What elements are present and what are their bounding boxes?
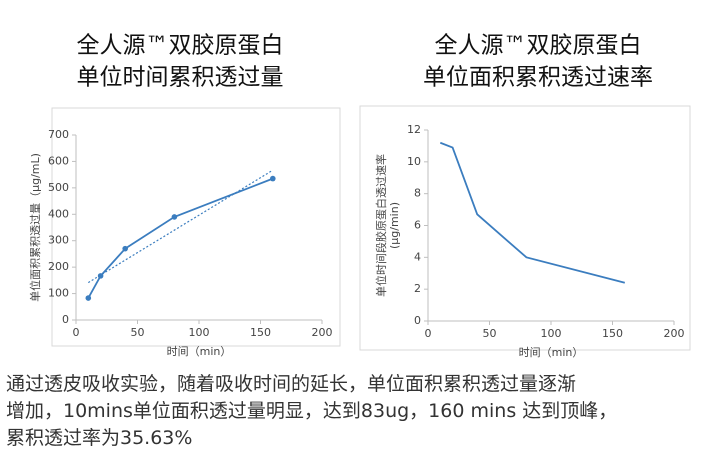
- y-axis-label: 单位时间段胶原蛋白透过速率: [374, 154, 388, 297]
- x-tick-label: 100: [189, 326, 210, 339]
- data-point: [171, 214, 178, 220]
- x-tick-label: 0: [425, 327, 432, 340]
- y-tick-label: 700: [48, 128, 69, 141]
- data-point: [97, 273, 104, 279]
- y-tick-label: 8: [414, 187, 421, 200]
- y-tick-label: 500: [48, 181, 69, 194]
- caption-line: 通过透皮吸收实验，随着吸收时间的延长，单位面积累积透过量逐渐: [6, 373, 576, 395]
- data-point: [270, 175, 276, 182]
- y-tick-label: 12: [407, 123, 421, 136]
- y-tick-label: 2: [414, 282, 421, 295]
- x-axis-label: 时间（min）: [519, 346, 584, 359]
- chart-title: 单位面积累积透过速率: [423, 65, 653, 91]
- chart-title: 全人源™双胶原蛋白: [77, 33, 284, 59]
- y-tick-label: 600: [48, 154, 69, 167]
- y-axis-label: 单位面积累积透过量（μg/mL): [28, 153, 42, 302]
- y-tick-label: 10: [407, 155, 421, 168]
- chart-title: 全人源™双胶原蛋白: [435, 33, 642, 59]
- y-tick-label: 4: [414, 250, 421, 263]
- x-tick-label: 50: [483, 327, 497, 340]
- x-tick-label: 150: [250, 326, 271, 339]
- y-axis-label: (μg/min): [388, 202, 401, 249]
- y-tick-label: 200: [48, 260, 69, 273]
- chart-title: 单位时间累积透过量: [77, 65, 284, 91]
- trend-line: [87, 169, 274, 284]
- data-point: [122, 245, 128, 252]
- caption-line: 增加，10mins单位面积透过量明显，达到83ug，160 mins 达到顶峰，: [6, 400, 617, 422]
- data-line: [87, 177, 274, 299]
- x-tick-label: 150: [602, 327, 623, 340]
- y-tick-label: 6: [414, 219, 421, 232]
- chart-frame: [359, 105, 691, 351]
- data-point: [85, 295, 92, 301]
- x-tick-label: 50: [131, 326, 145, 339]
- y-tick-label: 300: [48, 234, 69, 247]
- data-line: [439, 141, 626, 284]
- x-tick-label: 100: [541, 327, 562, 340]
- caption-line: 累积透过率为35.63%: [6, 427, 192, 449]
- y-tick-label: 0: [414, 314, 421, 327]
- x-axis-label: 时间（min）: [167, 345, 232, 358]
- y-tick-label: 0: [62, 313, 69, 326]
- x-tick-label: 0: [73, 326, 80, 339]
- x-tick-label: 200: [312, 326, 333, 339]
- chart-frame: [51, 107, 341, 347]
- y-tick-label: 400: [48, 207, 69, 220]
- y-tick-label: 100: [48, 287, 69, 300]
- x-tick-label: 200: [664, 327, 685, 340]
